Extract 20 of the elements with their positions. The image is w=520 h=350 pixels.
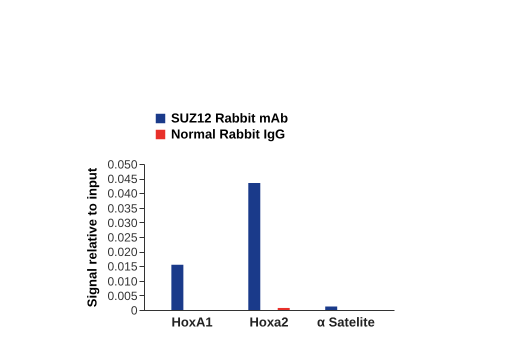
x-tick-label: HoxA1 bbox=[171, 314, 213, 330]
legend-label: SUZ12 Rabbit mAb bbox=[171, 110, 288, 126]
y-tick-label: 0.040 bbox=[107, 186, 138, 201]
y-tick-label: 0.015 bbox=[107, 260, 138, 274]
y-tick-label: 0.035 bbox=[107, 201, 138, 216]
y-tick-label: 0.010 bbox=[107, 274, 138, 288]
y-axis-title: Signal relative to input bbox=[84, 167, 100, 308]
y-tick-label: 0.020 bbox=[107, 245, 138, 260]
y-tick-label: 0.045 bbox=[107, 172, 138, 186]
x-tick-label: Hoxa2 bbox=[249, 314, 289, 330]
bar bbox=[325, 306, 338, 310]
y-tick-label: 0 bbox=[130, 304, 138, 318]
y-tick-label: 0.005 bbox=[107, 288, 138, 303]
y-tick-label: 0.050 bbox=[107, 158, 138, 172]
bar bbox=[248, 182, 260, 310]
x-tick-label: α Satelite bbox=[316, 314, 375, 330]
y-tick-label: 0.030 bbox=[107, 216, 138, 230]
bar bbox=[171, 264, 184, 310]
y-tick-label: 0.025 bbox=[107, 230, 138, 244]
legend-label: Normal Rabbit IgG bbox=[171, 126, 286, 142]
